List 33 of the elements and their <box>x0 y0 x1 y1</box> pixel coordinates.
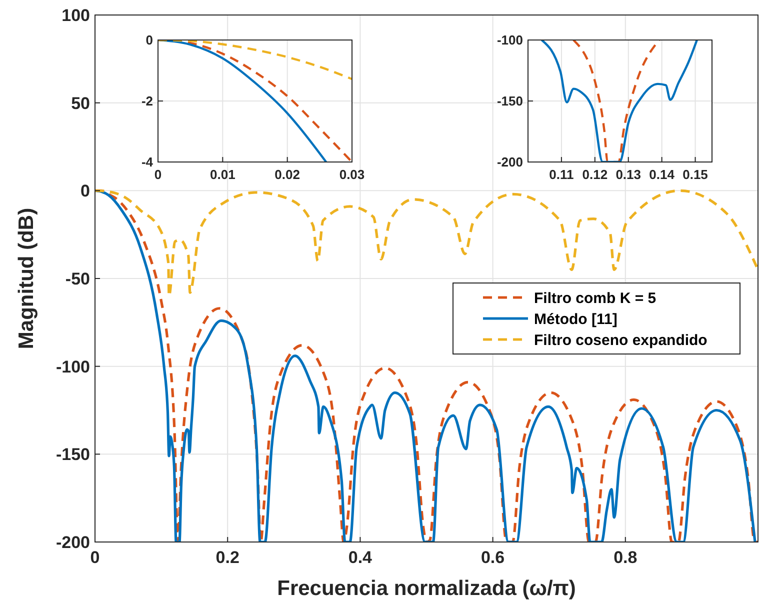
y-tick-label: -100 <box>56 357 90 376</box>
x-tick-label: 0.4 <box>348 548 373 567</box>
y-tick-label: -4 <box>141 154 154 170</box>
y-tick-label: -150 <box>56 445 90 464</box>
y-tick-label: 50 <box>71 94 90 113</box>
x-tick-label: 0.6 <box>480 548 505 567</box>
y-tick-label: 0 <box>80 182 90 201</box>
legend-label: Filtro comb K = 5 <box>534 290 656 307</box>
y-tick-label: -150 <box>496 94 523 109</box>
legend-label: Método [11] <box>534 310 618 328</box>
x-tick-label: 0.13 <box>616 167 642 182</box>
line-series <box>540 40 698 162</box>
y-tick-label: 0 <box>146 32 153 48</box>
x-tick-label: 0.14 <box>649 167 676 182</box>
x-tick-label: 0.15 <box>682 167 708 182</box>
y-axis-title: Magnitud (dB) <box>15 208 38 350</box>
line-series <box>158 40 352 80</box>
y-tick-label: -50 <box>65 269 90 288</box>
x-tick-label: 0.8 <box>614 548 638 567</box>
y-tick-label: -100 <box>496 32 523 48</box>
x-tick-label: 0.2 <box>216 548 240 567</box>
x-tick-label: 0.02 <box>274 167 300 182</box>
y-tick-label: -200 <box>56 532 90 552</box>
y-tick-label: -2 <box>141 94 153 109</box>
line-series <box>572 40 660 162</box>
y-tick-label: 100 <box>62 6 90 25</box>
legend-label: Filtro coseno expandido <box>534 332 708 349</box>
y-tick-label: -200 <box>496 154 523 170</box>
x-axis-title: Frecuencia normalizada (ω/π) <box>277 577 576 600</box>
x-tick-label: 0.12 <box>582 167 608 182</box>
x-tick-label: 0.11 <box>549 167 574 182</box>
x-tick-label: 0.01 <box>210 167 236 182</box>
x-tick-label: 0.03 <box>339 167 365 182</box>
